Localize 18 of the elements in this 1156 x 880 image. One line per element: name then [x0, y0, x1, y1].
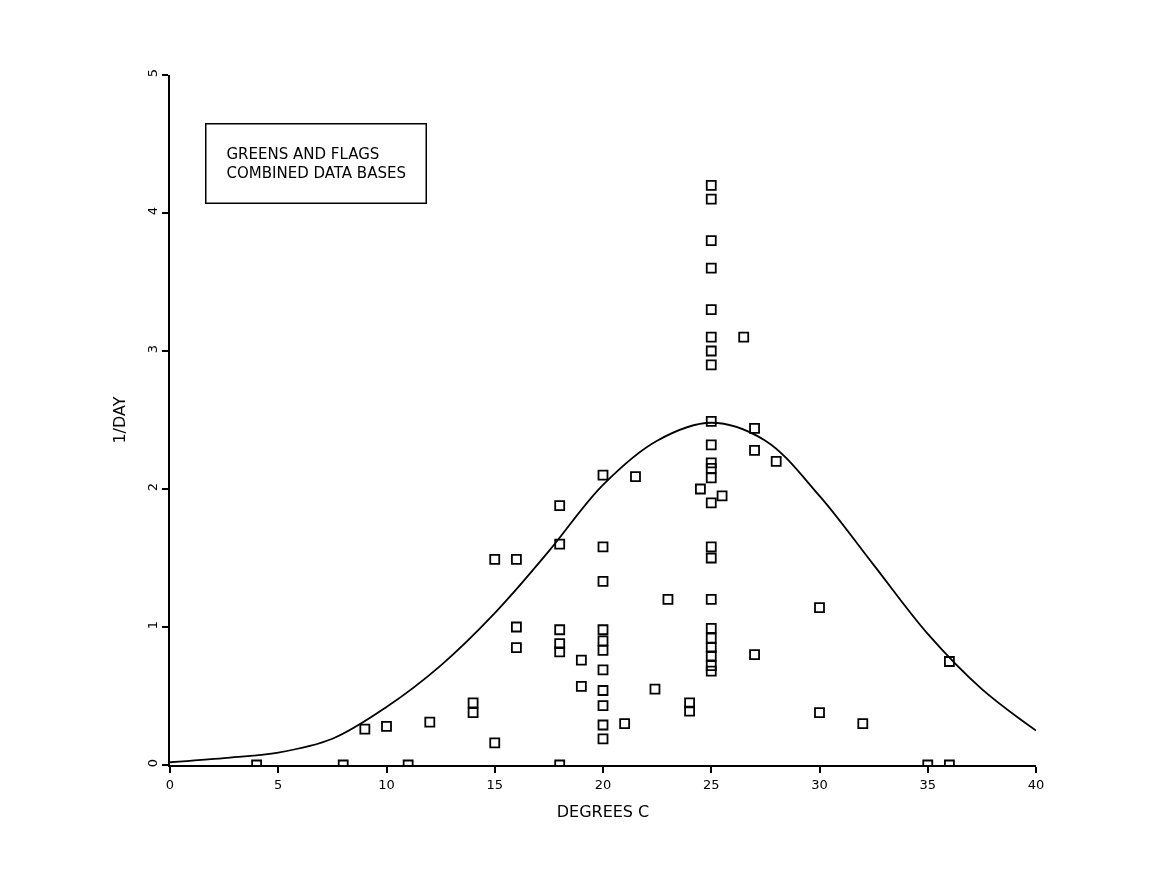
annotation: GREENS AND FLAGS COMBINED DATA BASES — [226, 144, 406, 182]
x-tick-label: 10 — [378, 776, 395, 792]
y-tick-label: 3 — [144, 344, 160, 354]
x-tick-label: 40 — [1027, 776, 1045, 792]
y-axis-title: 1/DAY — [110, 396, 130, 444]
x-tick-label: 35 — [919, 776, 937, 792]
y-tick-label: 1 — [144, 620, 160, 630]
x-axis-title: DEGREES C — [556, 801, 650, 821]
y-tick-label: 2 — [144, 482, 160, 492]
x-tick-label: 0 — [165, 776, 175, 792]
y-tick-label: 5 — [144, 68, 160, 78]
x-tick-label: 20 — [594, 776, 612, 792]
y-tick-label: 0 — [144, 758, 160, 768]
x-tick-label: 25 — [702, 776, 720, 792]
x-tick-label: 15 — [486, 776, 504, 792]
y-tick-label: 4 — [144, 206, 160, 216]
x-tick-label: 5 — [274, 776, 283, 792]
x-tick-label: 30 — [811, 776, 828, 792]
